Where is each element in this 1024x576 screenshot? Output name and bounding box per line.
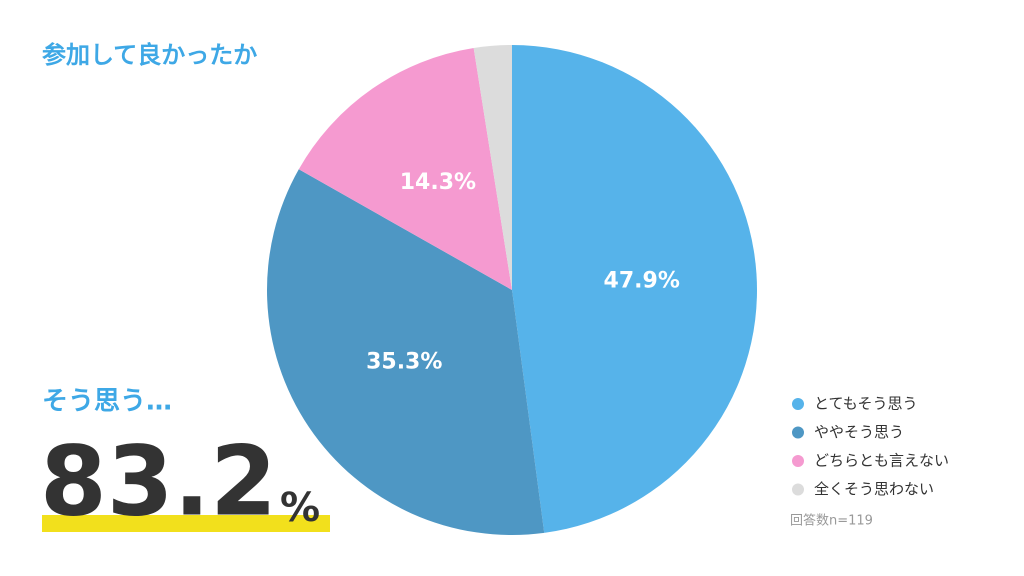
legend-marker <box>792 455 804 467</box>
highlight-bar <box>42 515 330 532</box>
pie-slice <box>298 48 512 290</box>
pie-slice <box>512 45 757 533</box>
legend-label: どちらとも言えない <box>814 452 949 470</box>
note: 回答数n=119 <box>790 513 873 529</box>
legend-marker <box>792 398 804 410</box>
legend-label: 全くそう思わない <box>814 480 934 498</box>
chart-title: 参加して良かったか <box>42 41 257 69</box>
legend-marker <box>792 483 804 496</box>
pie-slice <box>473 45 512 290</box>
legend-label: とてもそう思う <box>814 395 918 413</box>
pie-slice <box>267 169 545 535</box>
highlight-unit: % <box>280 485 320 531</box>
highlight-number: 83.2 <box>40 425 277 537</box>
data-label: 35.3% <box>366 350 442 375</box>
annotation: そう思う… <box>42 387 172 417</box>
data-label: 14.3% <box>400 170 476 195</box>
data-label: 47.9% <box>604 268 680 293</box>
legend-label: ややそう思う <box>814 423 904 441</box>
legend-marker <box>792 426 804 439</box>
